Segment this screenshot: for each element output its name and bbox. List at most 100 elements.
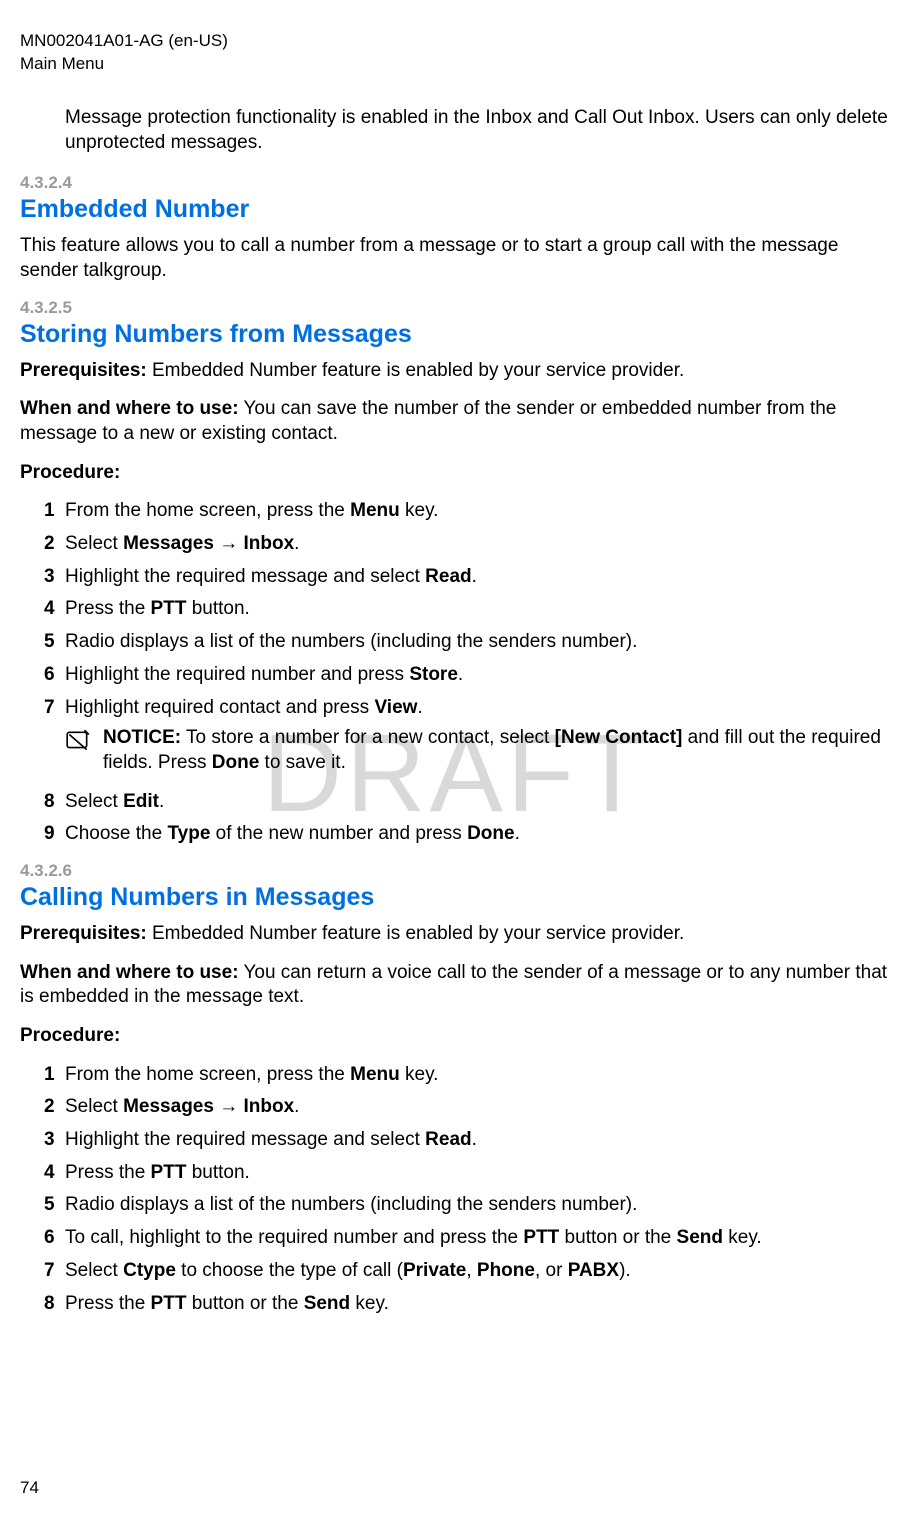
step-number: 5 <box>20 1193 65 1218</box>
bold-run: Send <box>304 1293 350 1314</box>
bold-run: View <box>374 697 417 718</box>
notice-label: NOTICE: <box>103 727 181 748</box>
step-text: Select Messages → Inbox. <box>65 1095 892 1120</box>
procedure-label-text: Procedure: <box>20 462 120 483</box>
bold-run: Type <box>167 823 210 844</box>
bold-run: Done <box>212 752 260 773</box>
section-title: Embedded Number <box>20 195 892 224</box>
step-text: From the home screen, press the Menu key… <box>65 499 892 524</box>
step-text: Radio displays a list of the numbers (in… <box>65 630 892 655</box>
prerequisites: Prerequisites: Embedded Number feature i… <box>20 922 892 947</box>
section-body: This feature allows you to call a number… <box>20 234 892 283</box>
text-run: . <box>458 664 463 685</box>
text-run: key. <box>400 500 439 521</box>
step-text: Select Messages → Inbox. <box>65 532 892 557</box>
step-text: Press the PTT button or the Send key. <box>65 1292 892 1317</box>
bold-run: Private <box>403 1260 466 1281</box>
step-number: 6 <box>20 1226 65 1251</box>
list-item: 6 To call, highlight to the required num… <box>20 1226 892 1251</box>
step-text: Press the PTT button. <box>65 1161 892 1186</box>
section-number: 4.3.2.4 <box>20 173 892 193</box>
text-run: Highlight required contact and press <box>65 697 374 718</box>
bold-run: Menu <box>350 500 400 521</box>
list-item: 6 Highlight the required number and pres… <box>20 663 892 688</box>
step-number: 7 <box>20 696 65 721</box>
list-item: 8 Select Edit. <box>20 790 892 815</box>
bold-run: Inbox <box>244 533 295 554</box>
notice-block: NOTICE: To store a number for a new cont… <box>65 726 892 775</box>
text-run: button or the <box>559 1227 676 1248</box>
step-text: Radio displays a list of the numbers (in… <box>65 1193 892 1218</box>
text-run: To call, highlight to the required numbe… <box>65 1227 523 1248</box>
step-text: Choose the Type of the new number and pr… <box>65 822 892 847</box>
prerequisites-text: Embedded Number feature is enabled by yo… <box>147 923 685 944</box>
step-text: Select Ctype to choose the type of call … <box>65 1259 892 1284</box>
when-where-label: When and where to use: <box>20 398 239 419</box>
text-run: To store a number for a new contact, sel… <box>181 727 555 748</box>
bold-run: Store <box>409 664 458 685</box>
section-title: Calling Numbers in Messages <box>20 883 892 912</box>
list-item: 7 Select Ctype to choose the type of cal… <box>20 1259 892 1284</box>
text-run: From the home screen, press the <box>65 1064 350 1085</box>
list-item: 3 Highlight the required message and sel… <box>20 565 892 590</box>
bold-run: Phone <box>477 1260 535 1281</box>
text-run: . <box>159 791 164 812</box>
list-item: 2 Select Messages → Inbox. <box>20 532 892 557</box>
text-run: Select <box>65 533 123 554</box>
text-run: Press the <box>65 598 151 619</box>
step-number: 6 <box>20 663 65 688</box>
list-item: 2 Select Messages → Inbox. <box>20 1095 892 1120</box>
text-run: . <box>417 697 422 718</box>
step-text: Select Edit. <box>65 790 892 815</box>
text-run: . <box>472 566 477 587</box>
bold-run: Ctype <box>123 1260 176 1281</box>
step-number: 8 <box>20 790 65 815</box>
bold-run: Send <box>677 1227 723 1248</box>
section-number: 4.3.2.5 <box>20 298 892 318</box>
notice-icon <box>65 728 95 762</box>
text-run: Press the <box>65 1293 151 1314</box>
step-text: Highlight required contact and press Vie… <box>65 696 892 782</box>
text-run: key. <box>400 1064 439 1085</box>
text-run: . <box>294 533 299 554</box>
text-run: of the new number and press <box>210 823 467 844</box>
bold-run: PTT <box>151 598 187 619</box>
text-run: . <box>515 823 520 844</box>
text-run: , or <box>535 1260 568 1281</box>
text-run: , <box>466 1260 477 1281</box>
step-number: 8 <box>20 1292 65 1317</box>
bold-run: Read <box>425 1129 471 1150</box>
text-run: Highlight the required number and press <box>65 664 409 685</box>
list-item: 5 Radio displays a list of the numbers (… <box>20 630 892 655</box>
bold-run: [New Contact] <box>555 727 683 748</box>
list-item: 5 Radio displays a list of the numbers (… <box>20 1193 892 1218</box>
text-run: Choose the <box>65 823 167 844</box>
section-number: 4.3.2.6 <box>20 861 892 881</box>
bold-run: Menu <box>350 1064 400 1085</box>
step-number: 1 <box>20 499 65 524</box>
step-number: 4 <box>20 1161 65 1186</box>
text-run: Select <box>65 1260 123 1281</box>
text-run: → <box>214 1096 244 1117</box>
notice-text: NOTICE: To store a number for a new cont… <box>103 726 892 775</box>
bold-run: Messages <box>123 1096 214 1117</box>
text-run: Highlight the required message and selec… <box>65 1129 425 1150</box>
list-item: 3 Highlight the required message and sel… <box>20 1128 892 1153</box>
step-number: 5 <box>20 630 65 655</box>
text-run: . <box>294 1096 299 1117</box>
list-item: 4 Press the PTT button. <box>20 597 892 622</box>
bold-run: Done <box>467 823 515 844</box>
text-run: Highlight the required message and selec… <box>65 566 425 587</box>
procedure-label-text: Procedure: <box>20 1025 120 1046</box>
step-number: 2 <box>20 1095 65 1120</box>
doc-id: MN002041A01-AG (en-US) <box>20 30 892 53</box>
step-text: To call, highlight to the required numbe… <box>65 1226 892 1251</box>
prerequisites-label: Prerequisites: <box>20 923 147 944</box>
bold-run: PTT <box>523 1227 559 1248</box>
step-text: From the home screen, press the Menu key… <box>65 1063 892 1088</box>
step-text: Press the PTT button. <box>65 597 892 622</box>
text-run: Select <box>65 1096 123 1117</box>
text-run: key. <box>350 1293 389 1314</box>
prerequisites: Prerequisites: Embedded Number feature i… <box>20 359 892 384</box>
step-number: 2 <box>20 532 65 557</box>
